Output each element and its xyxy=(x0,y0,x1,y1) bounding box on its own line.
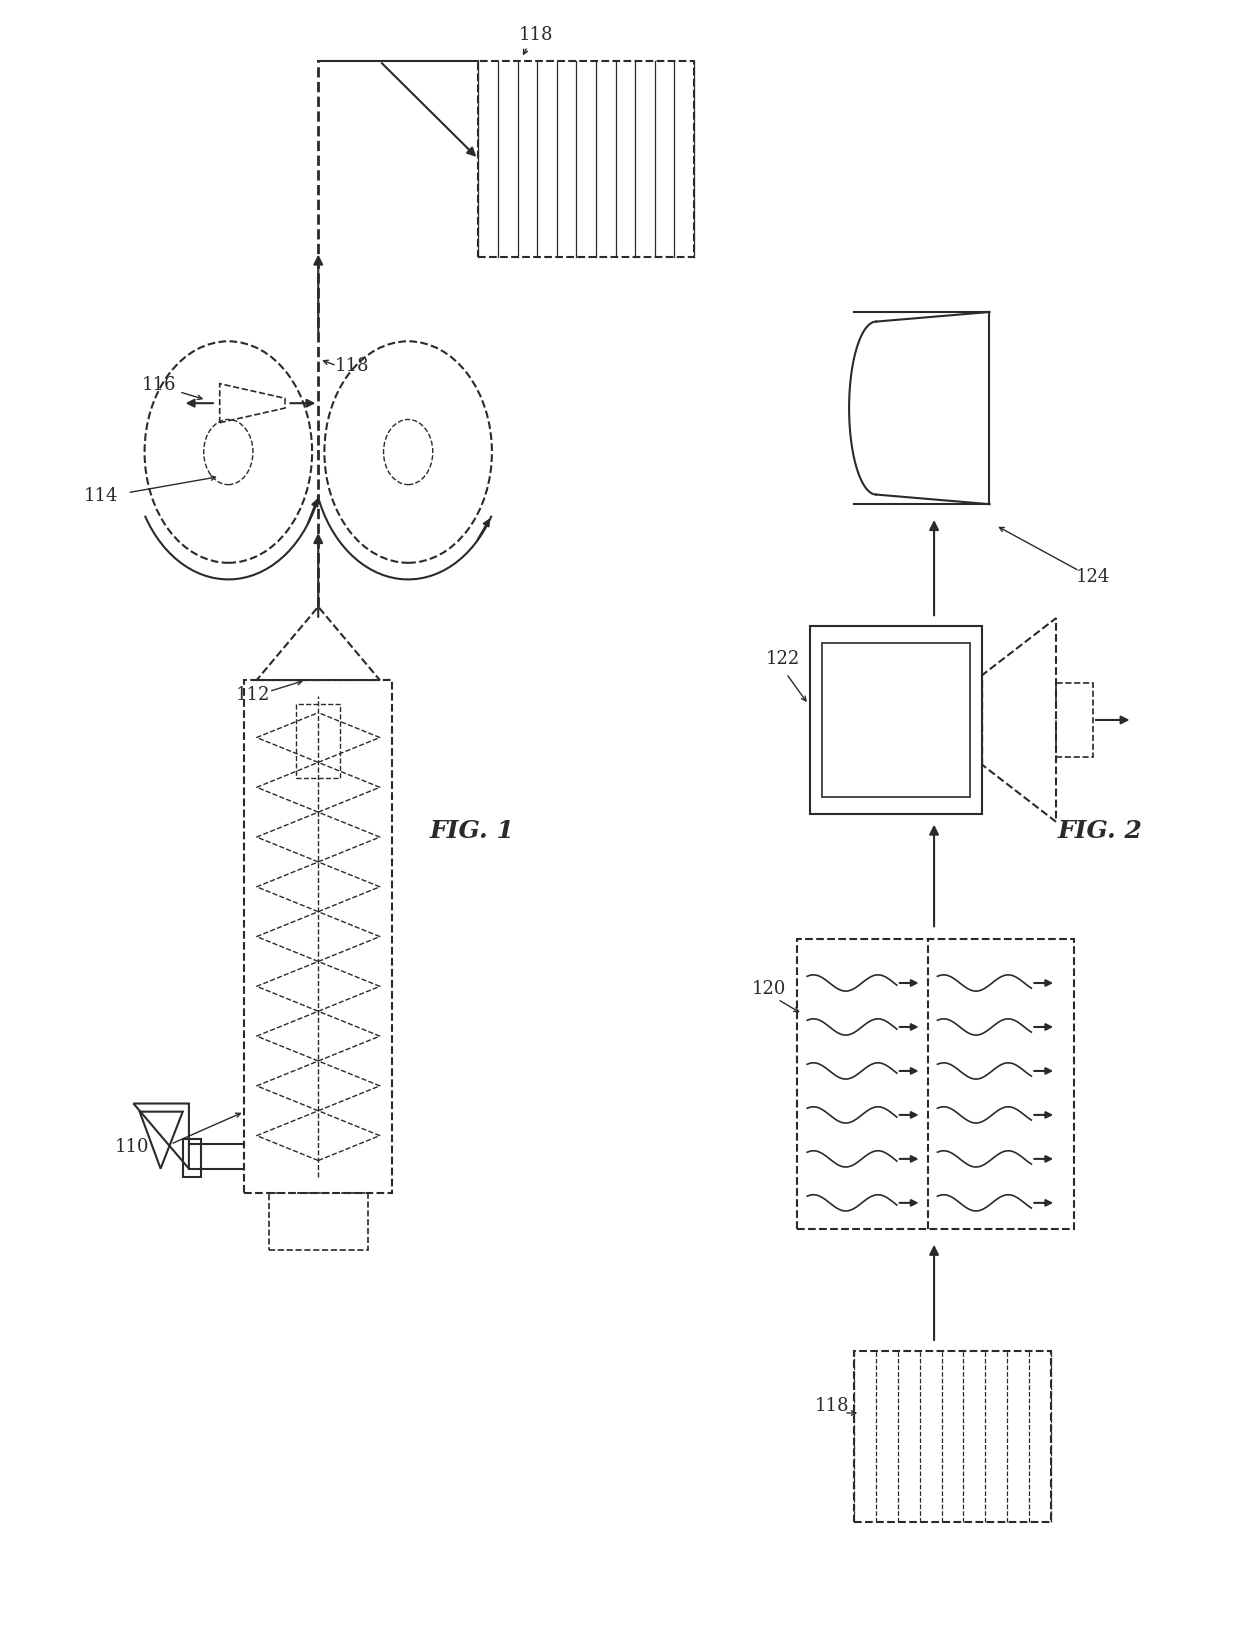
Text: 110: 110 xyxy=(115,1138,150,1156)
Bar xyxy=(244,679,392,1193)
Text: 114: 114 xyxy=(84,486,119,504)
Bar xyxy=(479,61,694,257)
Bar xyxy=(797,940,1075,1229)
Text: 116: 116 xyxy=(143,377,176,395)
Text: 118: 118 xyxy=(520,26,553,44)
Bar xyxy=(854,1351,1052,1522)
Text: 120: 120 xyxy=(751,981,786,999)
Text: 124: 124 xyxy=(1076,568,1110,586)
Text: FIG. 2: FIG. 2 xyxy=(1058,818,1143,843)
Text: 122: 122 xyxy=(765,650,800,668)
Bar xyxy=(822,643,970,797)
Bar xyxy=(1056,683,1092,756)
Bar xyxy=(182,1139,201,1177)
Text: 118: 118 xyxy=(335,357,368,375)
Bar xyxy=(810,627,982,814)
Text: 118: 118 xyxy=(815,1398,849,1416)
Text: 112: 112 xyxy=(236,686,270,704)
Text: FIG. 1: FIG. 1 xyxy=(430,818,515,843)
Bar xyxy=(296,704,341,778)
Bar xyxy=(269,1193,367,1251)
